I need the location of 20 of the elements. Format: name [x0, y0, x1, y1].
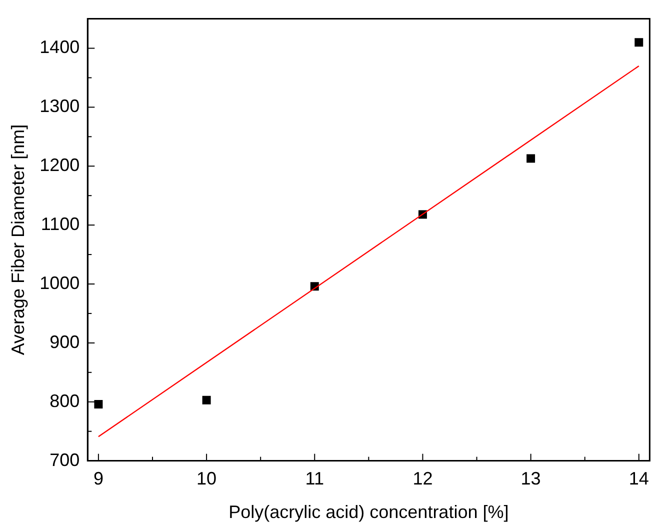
x-tick-label: 11: [305, 468, 324, 489]
y-tick-label: 700: [50, 450, 80, 470]
y-tick-label: 900: [50, 332, 80, 352]
y-tick-label: 1100: [40, 214, 80, 234]
y-tick-label: 1000: [40, 272, 80, 293]
x-axis-title: Poly(acrylic acid) concentration [%]: [228, 502, 509, 522]
point: [526, 154, 536, 163]
point: [94, 400, 103, 408]
x-tick-label: 12: [412, 468, 433, 489]
x-tick-label: 10: [196, 468, 217, 489]
x-tick-label: 9: [93, 468, 104, 489]
y-tick-label: 800: [50, 390, 80, 411]
x-tick-label: 13: [520, 468, 541, 489]
point: [634, 38, 644, 47]
y-tick-label: 1300: [40, 96, 80, 116]
y-tick-label: 1400: [40, 37, 80, 58]
point: [202, 396, 211, 404]
y-tick-label: 1200: [40, 155, 80, 176]
x-tick-label: 14: [628, 468, 649, 489]
y-axis-title: Average Fiber Diameter [nm]: [8, 124, 28, 356]
